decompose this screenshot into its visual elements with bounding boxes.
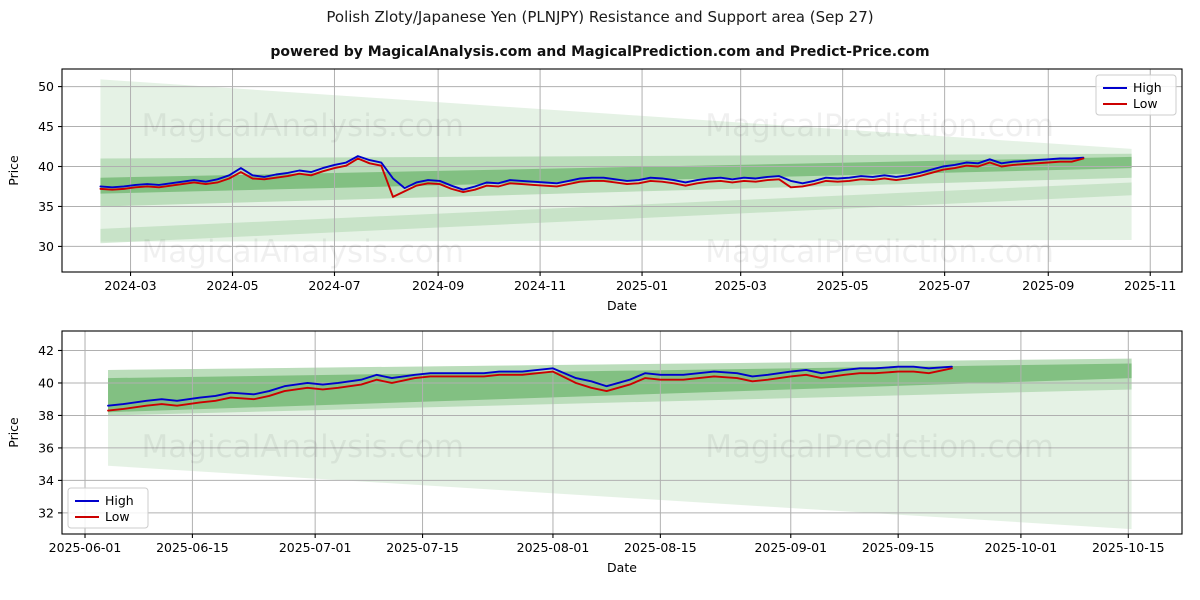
line-low [107,367,953,412]
watermark: MagicalPrediction.com [705,429,1054,465]
xtick-label: 2025-03 [715,278,767,293]
xtick-label: 2025-07-01 [279,540,352,555]
legend-label-high: High [105,493,134,508]
series-group-top [99,155,1085,198]
xtick-label: 2024-03 [104,278,156,293]
x-axis-label: Date [607,560,637,575]
gridlines-top [62,69,1182,272]
x-axis-label: Date [607,298,637,313]
xtick-label: 2025-11 [1124,278,1176,293]
watermark: MagicalAnalysis.com [142,108,464,144]
line-high [107,365,953,407]
xtick-label: 2025-06-15 [156,540,229,555]
legend-label-low: Low [105,509,130,524]
ytick-label: 50 [38,79,54,94]
plot-frame [61,330,1183,535]
xtick-label: 2025-09 [1022,278,1074,293]
plot-frame [61,68,1183,273]
watermark: MagicalAnalysis.com [142,429,464,465]
ytick-label: 34 [38,473,54,488]
panel-bottom: MagicalAnalysis.com MagicalPrediction.com… [6,330,1183,575]
watermark: MagicalAnalysis.com [142,234,464,270]
xtick-label: 2024-11 [514,278,566,293]
xtick-label: 2025-10-01 [985,540,1058,555]
xtick-label: 2025-09-01 [754,540,827,555]
series-group-bottom [107,365,953,412]
ytick-label: 45 [38,119,54,134]
y-axis-label: Price [6,155,21,186]
xtick-label: 2025-07-15 [386,540,459,555]
watermark-group-top: MagicalAnalysis.com MagicalPrediction.com… [142,108,1054,270]
ytick-label: 38 [38,408,54,423]
gridlines-bottom [62,331,1182,534]
xtick-label: 2025-09-15 [862,540,935,555]
watermark: MagicalPrediction.com [705,108,1054,144]
page-subtitle: powered by MagicalAnalysis.com and Magic… [270,44,930,60]
legend-label-high: High [1133,80,1162,95]
xtick-label: 2024-09 [412,278,464,293]
watermark-group-bottom: MagicalAnalysis.com MagicalPrediction.com [142,429,1054,465]
watermark: MagicalPrediction.com [705,234,1054,270]
xtick-label: 2025-08-15 [624,540,697,555]
xtick-label: 2025-01 [616,278,668,293]
page-title: Polish Zloty/Japanese Yen (PLNJPY) Resis… [326,8,874,26]
panel-top: MagicalAnalysis.com MagicalPrediction.com… [6,68,1183,313]
band-support-band [100,182,1132,244]
xtick-label: 2025-08-01 [517,540,590,555]
legend-label-low: Low [1133,96,1158,111]
ytick-label: 42 [38,343,54,358]
ytick-label: 35 [38,199,54,214]
xtick-label: 2025-05 [817,278,869,293]
ytick-label: 40 [38,375,54,390]
xtick-label: 2024-05 [206,278,258,293]
ytick-label: 40 [38,159,54,174]
ytick-label: 32 [38,505,54,520]
ytick-label: 30 [38,239,54,254]
xtick-label: 2025-07 [919,278,971,293]
line-high [99,155,1085,191]
xtick-label: 2025-06-01 [49,540,122,555]
ytick-label: 36 [38,440,54,455]
y-axis-label: Price [6,417,21,448]
xtick-label: 2024-07 [308,278,360,293]
line-low [99,157,1085,198]
xtick-label: 2025-10-15 [1092,540,1165,555]
band-group-top [100,79,1132,244]
